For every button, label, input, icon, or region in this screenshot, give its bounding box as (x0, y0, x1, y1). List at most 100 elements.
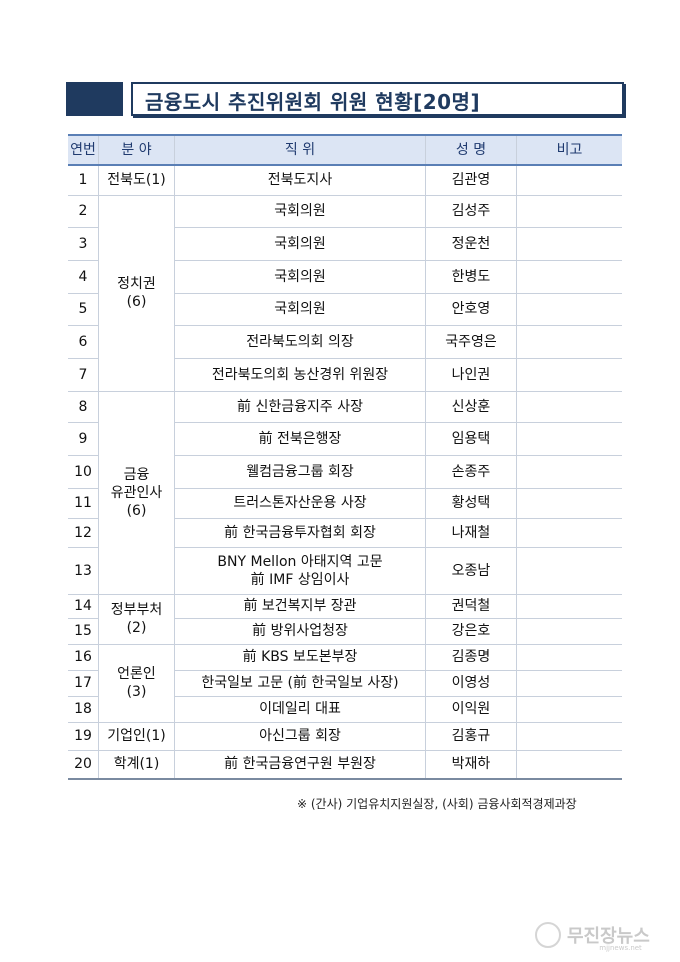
cell-note (516, 488, 622, 519)
watermark-text: 무진장뉴스 (567, 926, 650, 947)
page-title: 금융도시 추진위원회 위원 현황[20명] (145, 90, 481, 114)
header-no: 연번 (68, 134, 99, 166)
cell-field: 학계(1) (98, 750, 175, 780)
title-box: 금융도시 추진위원회 위원 현황[20명] (131, 82, 624, 116)
cell-name: 국주영은 (425, 325, 517, 359)
cell-position: 前 한국금융연구원 부원장 (174, 750, 426, 780)
cell-position: 아신그룹 회장 (174, 722, 426, 751)
table-row: 14 정부부처 (2) 前 보건복지부 장관 권덕철 (68, 594, 622, 645)
cell-no: 8 (68, 391, 99, 423)
cell-note (516, 227, 622, 261)
table-row: 19 기업인(1) 아신그룹 회장 김홍규 (68, 722, 622, 751)
cell-no: 16 (68, 644, 99, 671)
table-row: 5 국회의원 안호영 (68, 293, 622, 326)
table-row: 6 전라북도의회 의장 국주영은 (68, 325, 622, 359)
cell-name: 한병도 (425, 260, 517, 294)
table-row: 18 이데일리 대표 이익원 (68, 696, 622, 723)
cell-name: 황성택 (425, 488, 517, 519)
cell-no: 10 (68, 455, 99, 489)
cell-field: 정치권 (6) (98, 195, 175, 392)
table-row: 8 금융 유관인사 (6) 前 신한금융지주 사장 신상훈 (68, 391, 622, 595)
cell-position: 국회의원 (174, 227, 426, 261)
cell-note (516, 260, 622, 294)
cell-name: 권덕철 (425, 594, 517, 619)
table-row: 12 前 한국금융투자협회 회장 나재철 (68, 518, 622, 548)
cell-no: 14 (68, 594, 99, 619)
header-field: 분 야 (98, 134, 175, 166)
cell-position: 前 신한금융지주 사장 (174, 391, 426, 423)
cell-name: 김성주 (425, 195, 517, 228)
title-banner: 금융도시 추진위원회 위원 현황[20명] (66, 82, 624, 116)
cell-position: 이데일리 대표 (174, 696, 426, 723)
watermark-logo: 무진장뉴스 mjjnews.net (535, 922, 650, 952)
watermark-sub: mjjnews.net (599, 944, 642, 952)
cell-no: 13 (68, 547, 99, 595)
table-row: 10 웰컴금융그룹 회장 손종주 (68, 455, 622, 489)
members-table: 연번 분 야 직 위 성 명 비고 1 전북도(1) 전북도지사 김관영 2 정치권 (6… (68, 134, 622, 780)
table-row: 16 언론인 (3) 前 KBS 보도본부장 김종명 (68, 644, 622, 723)
cell-name: 이익원 (425, 696, 517, 723)
cell-field: 전북도(1) (98, 165, 175, 196)
cell-no: 15 (68, 618, 99, 645)
cell-no: 6 (68, 325, 99, 359)
cell-position: 前 보건복지부 장관 (174, 594, 426, 619)
cell-position: 한국일보 고문 (前 한국일보 사장) (174, 670, 426, 697)
cell-no: 2 (68, 195, 99, 228)
cell-note (516, 325, 622, 359)
cell-name: 오종남 (425, 547, 517, 595)
cell-note (516, 696, 622, 723)
cell-position: 前 KBS 보도본부장 (174, 644, 426, 671)
cell-note (516, 547, 622, 595)
cell-position: 전라북도의회 농산경위 위원장 (174, 358, 426, 392)
cell-note (516, 455, 622, 489)
cell-name: 이영성 (425, 670, 517, 697)
cell-name: 안호영 (425, 293, 517, 326)
cell-no: 5 (68, 293, 99, 326)
cell-no: 1 (68, 165, 99, 196)
cell-name: 나재철 (425, 518, 517, 548)
table-row: 17 한국일보 고문 (前 한국일보 사장) 이영성 (68, 670, 622, 697)
cell-note (516, 165, 622, 196)
cell-note (516, 293, 622, 326)
cell-position: 전북도지사 (174, 165, 426, 196)
table-row: 15 前 방위사업청장 강은호 (68, 618, 622, 645)
header-note: 비고 (516, 134, 622, 166)
header-name: 성 명 (425, 134, 517, 166)
cell-no: 3 (68, 227, 99, 261)
cell-no: 18 (68, 696, 99, 723)
cell-no: 20 (68, 750, 99, 780)
table-row: 20 학계(1) 前 한국금융연구원 부원장 박재하 (68, 750, 622, 780)
table-row: 4 국회의원 한병도 (68, 260, 622, 294)
cell-note (516, 518, 622, 548)
table-row: 3 국회의원 정운천 (68, 227, 622, 261)
table-row: 1 전북도(1) 전북도지사 김관영 (68, 165, 622, 196)
cell-name: 손종주 (425, 455, 517, 489)
cell-position: 前 전북은행장 (174, 422, 426, 456)
table-row: 2 정치권 (6) 국회의원 김성주 (68, 195, 622, 392)
cell-name: 임용택 (425, 422, 517, 456)
cell-position: 전라북도의회 의장 (174, 325, 426, 359)
cell-note (516, 391, 622, 423)
cell-field: 기업인(1) (98, 722, 175, 751)
cell-no: 19 (68, 722, 99, 751)
cell-position: 국회의원 (174, 260, 426, 294)
cell-note (516, 422, 622, 456)
cell-name: 김홍규 (425, 722, 517, 751)
cell-position: 국회의원 (174, 293, 426, 326)
cell-no: 12 (68, 518, 99, 548)
cell-position: 트러스톤자산운용 사장 (174, 488, 426, 519)
cell-name: 신상훈 (425, 391, 517, 423)
cell-note (516, 195, 622, 228)
cell-no: 17 (68, 670, 99, 697)
cell-name: 정운천 (425, 227, 517, 261)
cell-name: 강은호 (425, 618, 517, 645)
cell-note (516, 644, 622, 671)
cell-no: 4 (68, 260, 99, 294)
cell-position: BNY Mellon 아태지역 고문 前 IMF 상임이사 (174, 547, 426, 595)
cell-name: 김종명 (425, 644, 517, 671)
cell-name: 김관영 (425, 165, 517, 196)
table-row: 13 BNY Mellon 아태지역 고문 前 IMF 상임이사 오종남 (68, 547, 622, 595)
cell-position: 前 방위사업청장 (174, 618, 426, 645)
cell-no: 11 (68, 488, 99, 519)
cell-position: 웰컴금융그룹 회장 (174, 455, 426, 489)
